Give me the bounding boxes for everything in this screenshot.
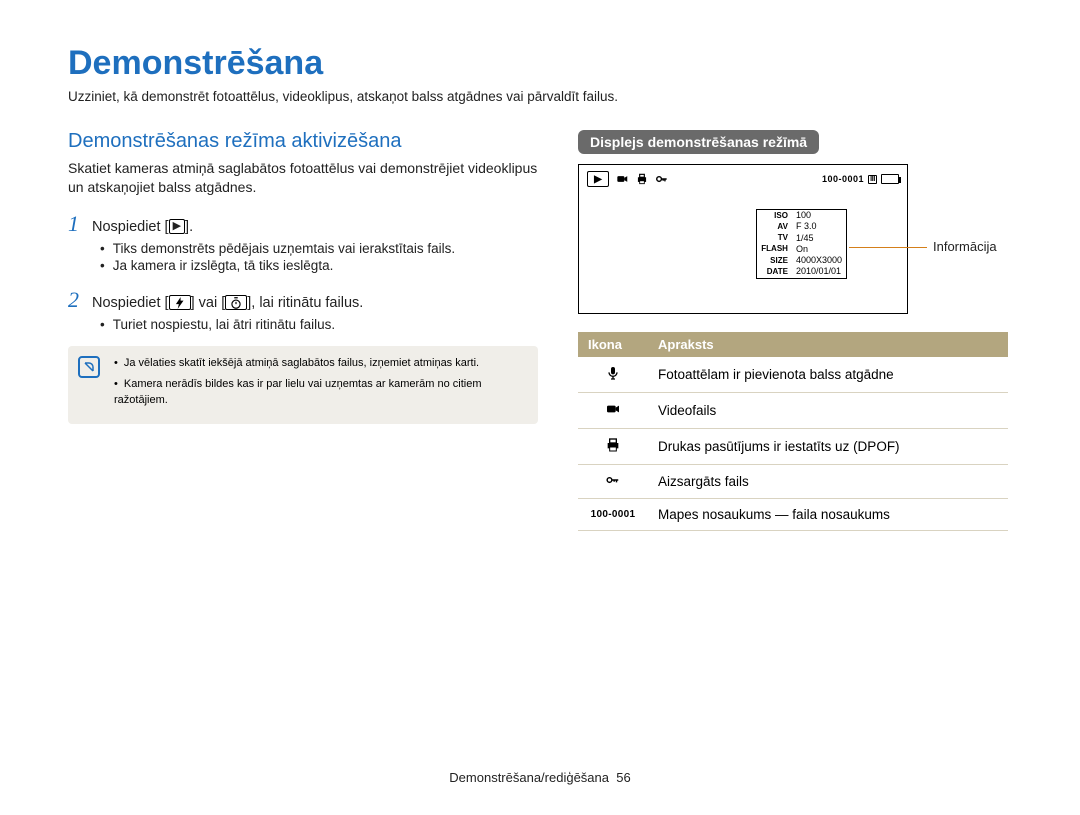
step2-suffix: ], lai ritinātu failus. [247, 295, 363, 311]
table-row: Drukas pasūtījums ir iestatīts uz (DPOF) [578, 429, 1008, 465]
step2-bullets: Turiet nospiestu, lai ātri ritinātu fail… [100, 317, 538, 332]
exif-value: 2010/01/01 [792, 266, 846, 277]
exif-value: F 3.0 [792, 221, 846, 232]
note-icon [78, 356, 100, 378]
step-number: 2 [68, 287, 92, 313]
exif-label: FLASH [757, 244, 792, 255]
icon-table: Ikona Apraksts Fotoattēlam ir pievienota… [578, 332, 1008, 531]
row-icon [578, 465, 648, 499]
exif-info-box: ISO100 AVF 3.0 TV1/45 FLASHOn SIZE4000X3… [756, 209, 847, 279]
page-footer: Demonstrēšana/rediģēšana 56 [0, 770, 1080, 785]
table-header-desc: Apraksts [648, 332, 1008, 357]
step1-bullets: Tiks demonstrēts pēdējais uzņemtais vai … [100, 241, 538, 273]
display-top-row: ▶ 100-0001 III [587, 171, 899, 187]
footer-page-number: 56 [616, 770, 630, 785]
table-row: Videofails [578, 393, 1008, 429]
row-icon [578, 429, 648, 465]
row-desc: Mapes nosaukums — faila nosaukums [648, 499, 1008, 531]
row-desc: Aizsargāts fails [648, 465, 1008, 499]
video-mini-icon [615, 172, 629, 186]
key-icon [603, 473, 623, 487]
row-desc: Videofails [648, 393, 1008, 429]
step1-prefix: Nospiediet [ [92, 219, 169, 235]
subsection-heading: Displejs demonstrēšanas režīmā [578, 130, 819, 154]
section-heading: Demonstrēšanas režīma aktivizēšana [68, 130, 538, 153]
timer-icon [225, 295, 247, 310]
step-number: 1 [68, 211, 92, 237]
section-description: Skatiet kameras atmiņā saglabātos fotoat… [68, 159, 538, 197]
file-id-text: 100-0001 [822, 174, 864, 184]
battery-icon [881, 174, 899, 184]
camera-display-box: ▶ 100-0001 III ISO100 AVF 3.0 TV1/45 FLA… [578, 164, 908, 314]
intro-text: Uzziniet, kā demonstrēt fotoattēlus, vid… [68, 89, 1020, 104]
table-row: Aizsargāts fails [578, 465, 1008, 499]
info-callout-label: Informācija [933, 239, 997, 254]
right-column: Displejs demonstrēšanas režīmā ▶ 100-000… [578, 130, 1008, 531]
step-text: Nospiediet [ ] vai [ ], lai ritinātu failu… [92, 295, 363, 311]
row-icon [578, 357, 648, 393]
table-row: 100-0001 Mapes nosaukums — faila nosauku… [578, 499, 1008, 531]
exif-label: DATE [757, 266, 792, 277]
exif-value: 100 [792, 210, 846, 221]
print-icon [605, 437, 621, 453]
exif-label: SIZE [757, 255, 792, 266]
exif-value: 1/45 [792, 233, 846, 244]
step-text: Nospiediet [▶]. [92, 219, 193, 235]
exif-value: On [792, 244, 846, 255]
print-mini-icon [635, 172, 649, 186]
table-row: Fotoattēlam ir pievienota balss atgādne [578, 357, 1008, 393]
bullet: Ja kamera ir izslēgta, tā tiks ieslēgta. [100, 258, 538, 273]
bullet: Turiet nospiestu, lai ātri ritinātu fail… [100, 317, 538, 332]
exif-label: AV [757, 221, 792, 232]
step2-mid: ] vai [ [191, 295, 226, 311]
left-column: Demonstrēšanas režīma aktivizēšana Skati… [68, 130, 538, 531]
playback-icon: ▶ [587, 171, 609, 187]
play-button-icon: ▶ [169, 219, 185, 234]
step1-suffix: ]. [185, 219, 193, 235]
note-box: Ja vēlaties skatīt iekšējā atmiņā saglab… [68, 346, 538, 424]
row-desc: Drukas pasūtījums ir iestatīts uz (DPOF) [648, 429, 1008, 465]
row-icon [578, 393, 648, 429]
mic-icon [605, 365, 621, 381]
exif-label: ISO [757, 210, 792, 221]
bullet: Tiks demonstrēts pēdējais uzņemtais vai … [100, 241, 538, 256]
callout-line [849, 247, 927, 248]
step2-prefix: Nospiediet [ [92, 295, 169, 311]
row-desc: Fotoattēlam ir pievienota balss atgādne [648, 357, 1008, 393]
row-icon: 100-0001 [578, 499, 648, 531]
footer-text: Demonstrēšana/rediģēšana [449, 770, 609, 785]
exif-value: 4000X3000 [792, 255, 846, 266]
step-1: 1 Nospiediet [▶]. [68, 211, 538, 237]
table-header-icon: Ikona [578, 332, 648, 357]
key-mini-icon [655, 172, 669, 186]
note-item: Kamera nerādīs bildes kas ir par lielu v… [114, 377, 526, 408]
video-icon [604, 401, 622, 417]
exif-label: TV [757, 233, 792, 244]
step-2: 2 Nospiediet [ ] vai [ ], lai ritinātu fai… [68, 287, 538, 313]
note-item: Ja vēlaties skatīt iekšējā atmiņā saglab… [114, 356, 526, 371]
page-title: Demonstrēšana [68, 44, 1020, 83]
flash-icon [169, 295, 191, 310]
